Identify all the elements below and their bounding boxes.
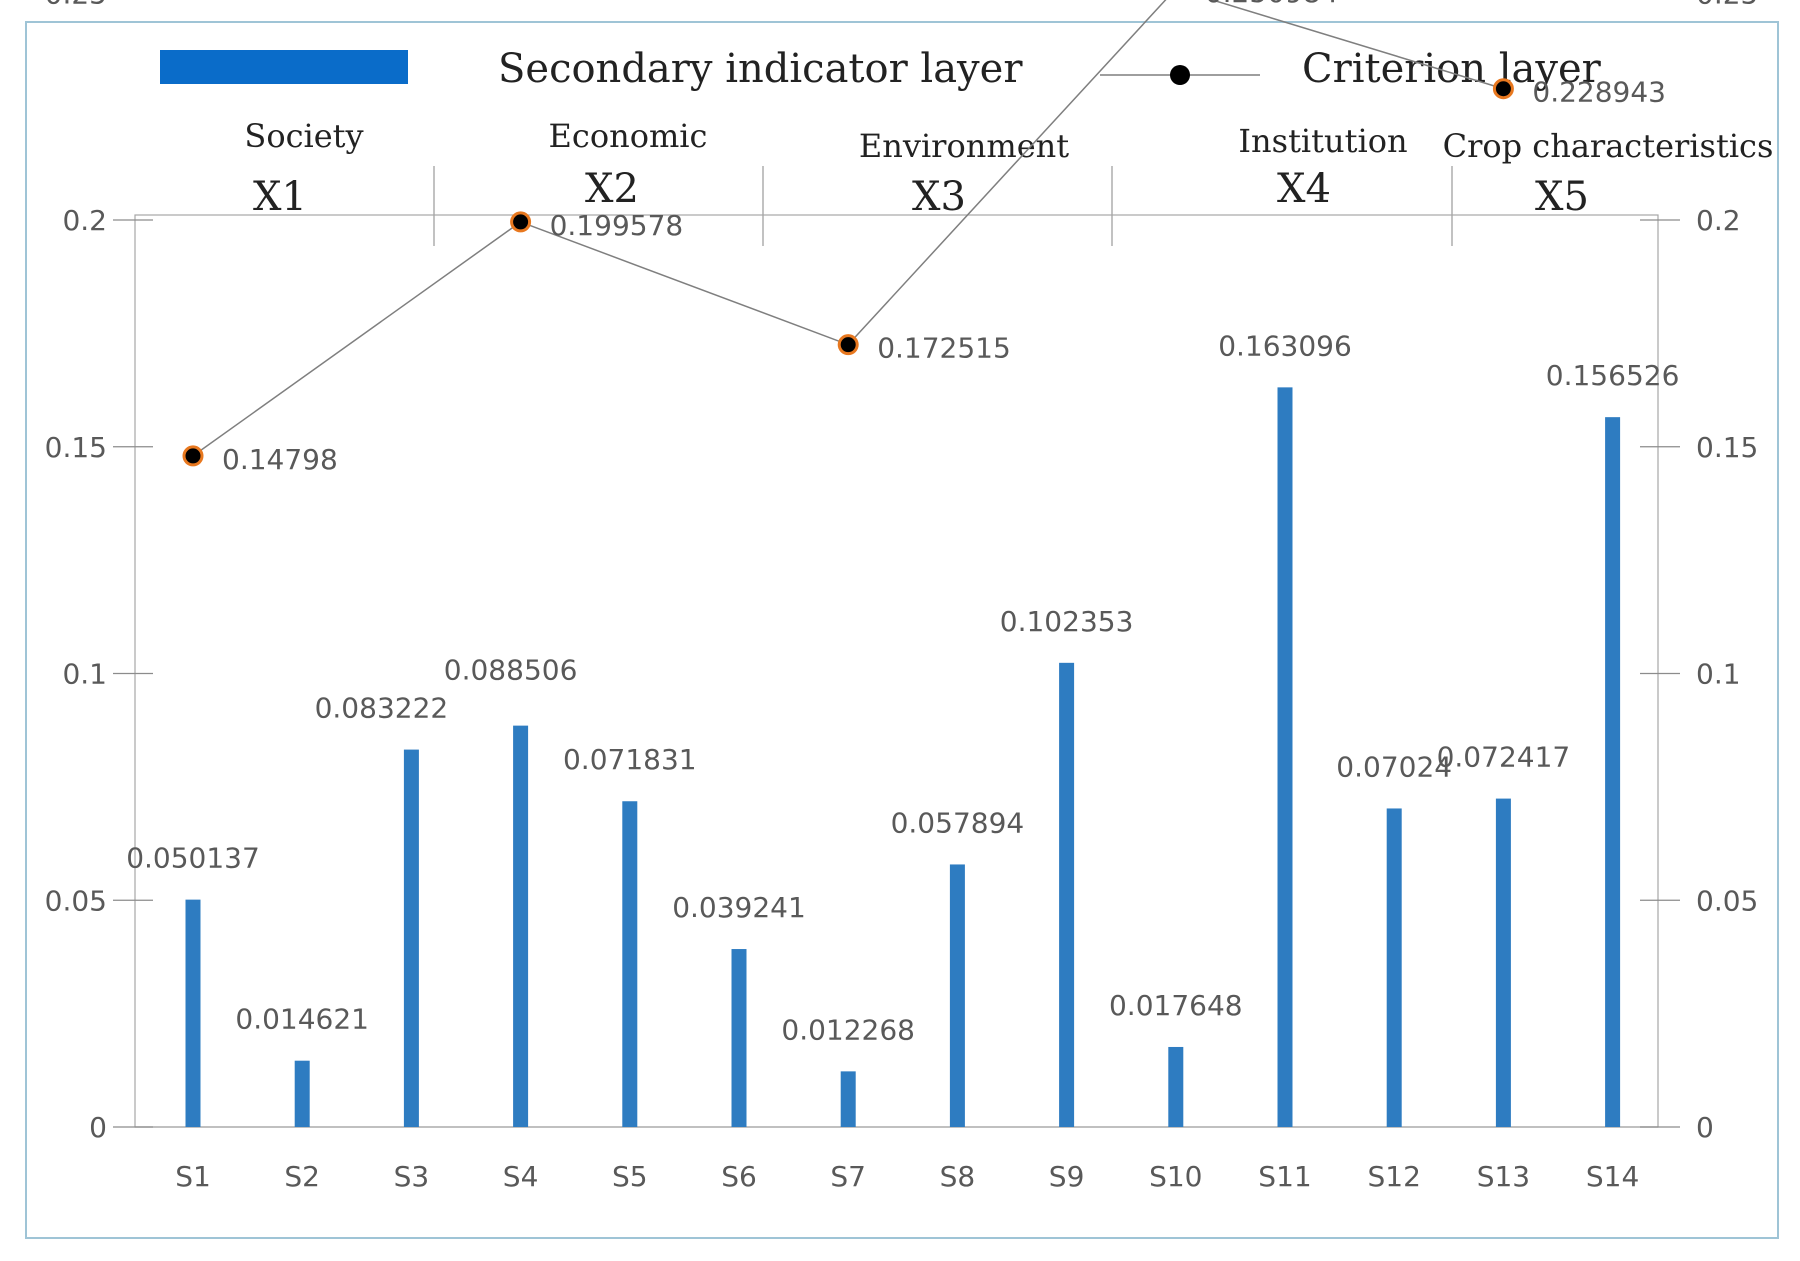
- bar-label-s14: 0.156526: [1546, 359, 1680, 392]
- criterion-point-2: [510, 211, 532, 233]
- legend: Secondary indicator layer Criterion laye…: [160, 46, 1602, 92]
- axes: 0 0 0.05 0.05 0.1 0.1 0.15 0.15 0.2 0.2 0.25 0.25 0.…: [45, 0, 1759, 1193]
- group-name-2: Economic: [549, 117, 708, 155]
- bar-s9: [1059, 662, 1075, 1127]
- legend-bar-label: Secondary indicator layer: [498, 46, 1023, 92]
- bar-label-s3: 0.083222: [315, 692, 449, 725]
- y-tick-label-left-0: 0: [89, 1111, 107, 1144]
- y-tick-label-left-5: 0.25: [45, 0, 107, 10]
- x-tick-label-s8: S8: [940, 1160, 976, 1193]
- bar-label-s11: 0.163096: [1218, 329, 1352, 362]
- bar-s6: [731, 949, 747, 1127]
- bar-s5: [622, 801, 638, 1127]
- group-code-4: X4: [1277, 166, 1331, 212]
- bar-label-s9: 0.102353: [1000, 605, 1134, 638]
- group-code-5: X5: [1535, 174, 1589, 220]
- group-header: Society X1 Economic X2 Environment X3 Institut…: [244, 117, 1773, 246]
- x-tick-label-s14: S14: [1586, 1160, 1639, 1193]
- x-tick-label-s13: S13: [1477, 1160, 1530, 1193]
- criterion-label-5: 0.228943: [1532, 76, 1666, 109]
- y-tick-label-right-4: 0.2: [1696, 204, 1741, 237]
- criterion-label-4: 0.250984: [1205, 0, 1339, 9]
- criterion-label-3: 0.172515: [877, 332, 1011, 365]
- x-tick-label-s12: S12: [1367, 1160, 1420, 1193]
- chart-frame: [25, 21, 1779, 1239]
- bar-s13: [1495, 798, 1511, 1127]
- bar-label-s5: 0.071831: [563, 743, 697, 776]
- bar-label-s13: 0.072417: [1437, 741, 1571, 774]
- x-tick-label-s11: S11: [1258, 1160, 1311, 1193]
- y-tick-label-right-2: 0.1: [1696, 658, 1741, 691]
- group-name-5: Crop characteristics: [1443, 127, 1774, 165]
- legend-line-label: Criterion layer: [1302, 46, 1602, 92]
- group-name-4: Institution: [1238, 122, 1407, 160]
- group-code-3: X3: [912, 174, 966, 220]
- y-tick-label-right-5: 0.25: [1696, 0, 1758, 10]
- bar-s8: [949, 864, 965, 1127]
- bar-label-s4: 0.088506: [444, 654, 578, 687]
- criterion-point-1: [182, 445, 204, 467]
- criterion-point-3: [837, 334, 859, 356]
- criterion-label-1: 0.14798: [222, 443, 338, 476]
- bar-label-s2: 0.014621: [235, 1003, 369, 1036]
- x-tick-label-s7: S7: [830, 1160, 866, 1193]
- bar-s7: [840, 1071, 856, 1127]
- bar-s10: [1168, 1046, 1184, 1127]
- y-tick-label-left-3: 0.15: [45, 431, 107, 464]
- legend-marker-swatch: [1170, 65, 1190, 85]
- legend-bar-swatch: [160, 50, 408, 84]
- y-tick-label-left-1: 0.05: [45, 884, 107, 917]
- x-tick-label-s3: S3: [394, 1160, 430, 1193]
- group-code-2: X2: [585, 166, 639, 212]
- bar-s11: [1277, 387, 1293, 1128]
- line-series: 0.14798 0.199578 0.172515 0.250984 0.228943: [182, 0, 1666, 476]
- y-tick-label-right-3: 0.15: [1696, 431, 1758, 464]
- group-name-3: Environment: [859, 127, 1069, 165]
- bar-label-s12: 0.07024: [1336, 750, 1452, 783]
- bar-s14: [1605, 417, 1621, 1127]
- bar-series: 0.050137 0.014621 0.083222 0.088506 0.071831…: [126, 329, 1680, 1128]
- group-code-1: X1: [253, 174, 307, 220]
- bar-s3: [403, 749, 419, 1127]
- x-tick-label-s5: S5: [612, 1160, 648, 1193]
- x-tick-label-s9: S9: [1049, 1160, 1085, 1193]
- bar-label-s7: 0.012268: [781, 1013, 915, 1046]
- x-tick-label-s6: S6: [721, 1160, 757, 1193]
- x-tick-label-s10: S10: [1149, 1160, 1202, 1193]
- x-tick-label-s2: S2: [284, 1160, 320, 1193]
- x-tick-label-s4: S4: [503, 1160, 539, 1193]
- bar-s1: [185, 899, 201, 1127]
- bar-label-s8: 0.057894: [891, 806, 1025, 839]
- x-tick-label-s1: S1: [175, 1160, 211, 1193]
- y-tick-label-right-1: 0.05: [1696, 884, 1758, 917]
- y-tick-label-left-2: 0.1: [62, 658, 107, 691]
- bar-s4: [513, 725, 529, 1127]
- bar-label-s1: 0.050137: [126, 842, 260, 875]
- y-tick-label-left-4: 0.2: [62, 204, 107, 237]
- group-name-1: Society: [244, 117, 363, 155]
- bar-s2: [294, 1060, 310, 1127]
- criterion-point-5: [1492, 78, 1514, 100]
- bar-s12: [1386, 808, 1402, 1127]
- y-tick-label-right-0: 0: [1696, 1111, 1714, 1144]
- bar-label-s10: 0.017648: [1109, 989, 1243, 1022]
- criterion-label-2: 0.199578: [550, 209, 684, 242]
- bar-label-s6: 0.039241: [672, 891, 806, 924]
